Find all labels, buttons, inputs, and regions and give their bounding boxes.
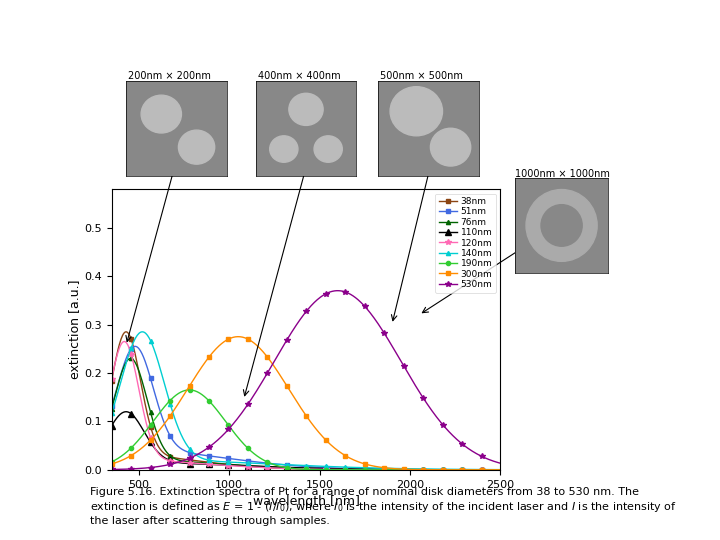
Circle shape — [289, 93, 323, 125]
Circle shape — [314, 136, 342, 162]
Legend: 38nm, 51nm, 76nm, 110nm, 120nm, 140nm, 190nm, 300nm, 530nm: 38nm, 51nm, 76nm, 110nm, 120nm, 140nm, 1… — [436, 193, 496, 293]
Circle shape — [541, 205, 582, 246]
Circle shape — [431, 128, 471, 166]
Circle shape — [270, 136, 298, 162]
Text: 400nm × 400nm: 400nm × 400nm — [258, 71, 341, 82]
Text: Figure 5.16. Extinction spectra of Pt for a range of nominal disk diameters from: Figure 5.16. Extinction spectra of Pt fo… — [90, 487, 639, 497]
Y-axis label: extinction [a.u.]: extinction [a.u.] — [68, 280, 81, 379]
X-axis label: wavelength [nm]: wavelength [nm] — [253, 495, 359, 508]
Circle shape — [390, 86, 443, 136]
Text: the laser after scattering through samples.: the laser after scattering through sampl… — [90, 516, 330, 526]
Text: 500nm × 500nm: 500nm × 500nm — [380, 71, 463, 82]
Circle shape — [526, 190, 597, 261]
Text: 1000nm × 1000nm: 1000nm × 1000nm — [515, 168, 610, 179]
Text: 200nm × 200nm: 200nm × 200nm — [128, 71, 211, 82]
Circle shape — [141, 95, 181, 133]
Text: extinction is defined as $E$ = 1 - ($I$/$I_{0}$), where $I_{0}$ is the intensity: extinction is defined as $E$ = 1 - ($I$/… — [90, 500, 677, 514]
Circle shape — [179, 130, 215, 164]
